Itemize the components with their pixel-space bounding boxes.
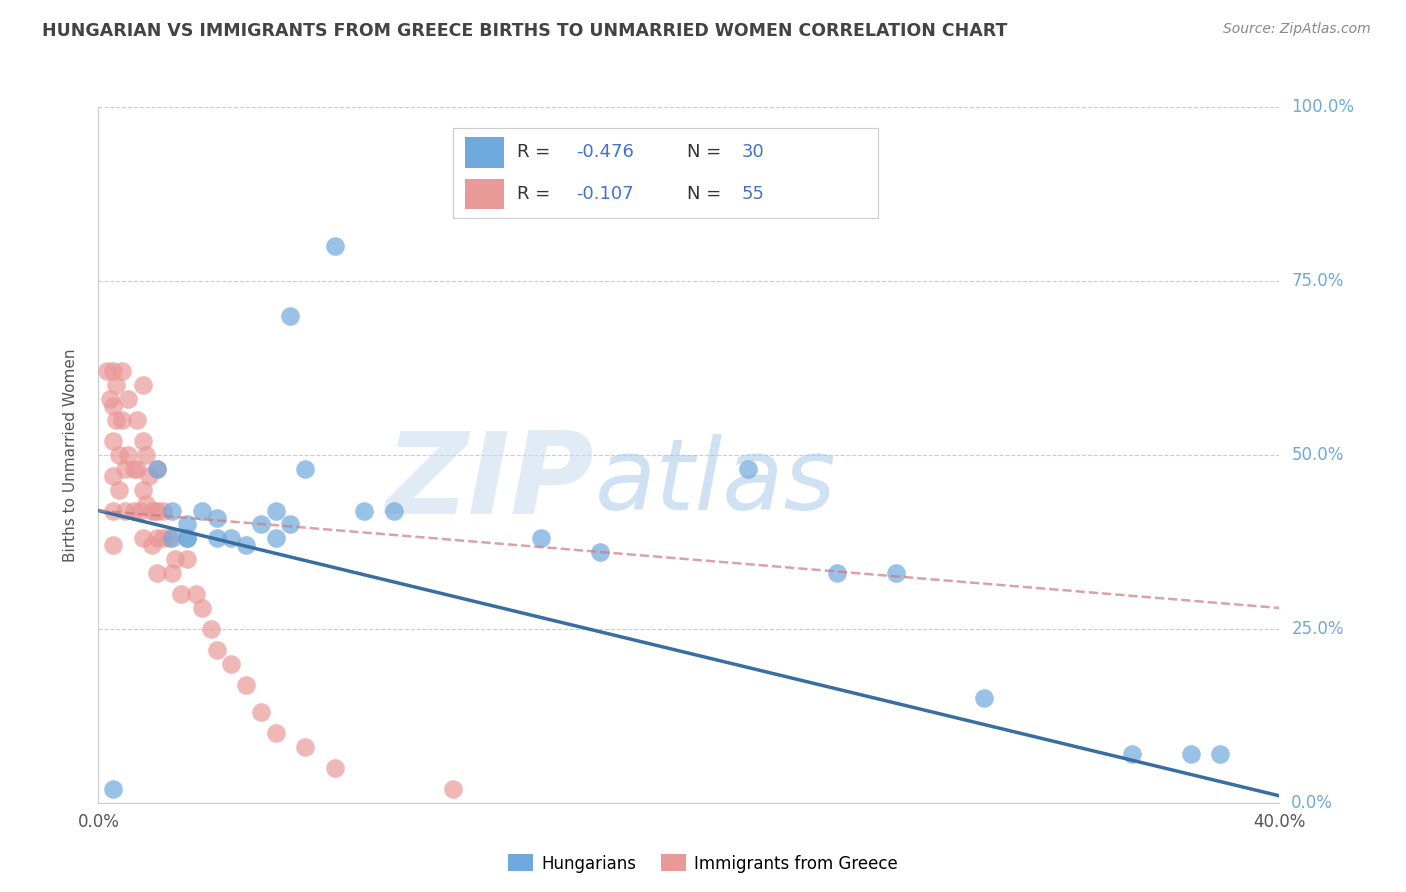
Point bbox=[111, 413, 134, 427]
Point bbox=[884, 566, 907, 581]
Point bbox=[200, 622, 222, 636]
Point bbox=[103, 503, 125, 517]
Point bbox=[157, 532, 180, 546]
Point bbox=[143, 503, 166, 517]
Point bbox=[294, 740, 316, 755]
Point bbox=[165, 552, 187, 566]
Point bbox=[146, 566, 169, 581]
Point bbox=[132, 483, 155, 497]
Point bbox=[141, 538, 163, 552]
Point bbox=[1180, 747, 1202, 761]
Point bbox=[589, 545, 612, 559]
Point bbox=[264, 726, 287, 740]
Point bbox=[323, 239, 346, 253]
Point bbox=[205, 532, 228, 546]
Point bbox=[353, 503, 375, 517]
Point bbox=[146, 503, 169, 517]
Text: atlas: atlas bbox=[595, 434, 837, 532]
Text: ZIP: ZIP bbox=[387, 427, 595, 538]
Point bbox=[184, 587, 207, 601]
Point bbox=[132, 378, 155, 392]
Text: 100.0%: 100.0% bbox=[1291, 98, 1354, 116]
Point bbox=[1209, 747, 1232, 761]
Point bbox=[122, 462, 145, 476]
Point bbox=[125, 462, 148, 476]
Point bbox=[98, 392, 121, 407]
Point bbox=[146, 462, 169, 476]
Point bbox=[176, 517, 198, 532]
Point bbox=[122, 503, 145, 517]
Legend: Hungarians, Immigrants from Greece: Hungarians, Immigrants from Greece bbox=[501, 847, 905, 880]
Text: HUNGARIAN VS IMMIGRANTS FROM GREECE BIRTHS TO UNMARRIED WOMEN CORRELATION CHART: HUNGARIAN VS IMMIGRANTS FROM GREECE BIRT… bbox=[42, 22, 1008, 40]
Point bbox=[264, 532, 287, 546]
Point bbox=[108, 448, 131, 462]
Point bbox=[235, 538, 257, 552]
Text: 50.0%: 50.0% bbox=[1291, 446, 1344, 464]
Text: 75.0%: 75.0% bbox=[1291, 272, 1344, 290]
Point bbox=[278, 309, 302, 323]
Point bbox=[191, 601, 214, 615]
Point bbox=[219, 657, 242, 671]
Point bbox=[250, 517, 273, 532]
Point bbox=[128, 503, 150, 517]
Point bbox=[138, 468, 160, 483]
Point bbox=[125, 413, 148, 427]
Point bbox=[278, 517, 302, 532]
Point bbox=[96, 364, 118, 378]
Text: 0.0%: 0.0% bbox=[1291, 794, 1333, 812]
Point bbox=[176, 532, 198, 546]
Point bbox=[152, 503, 174, 517]
Point bbox=[132, 434, 155, 448]
Point bbox=[294, 462, 316, 476]
Point bbox=[162, 503, 183, 517]
Point bbox=[114, 462, 136, 476]
Point bbox=[162, 566, 183, 581]
Point bbox=[205, 510, 228, 524]
Point bbox=[176, 552, 198, 566]
Point bbox=[250, 706, 273, 720]
Point bbox=[103, 434, 125, 448]
Point bbox=[103, 364, 125, 378]
Point bbox=[146, 532, 169, 546]
Point bbox=[170, 587, 193, 601]
Point bbox=[382, 503, 405, 517]
Point bbox=[737, 462, 759, 476]
Point bbox=[191, 503, 214, 517]
Point bbox=[135, 448, 157, 462]
Point bbox=[105, 413, 128, 427]
Point bbox=[1121, 747, 1143, 761]
Point bbox=[219, 532, 242, 546]
Point bbox=[108, 483, 131, 497]
Point bbox=[264, 503, 287, 517]
Point bbox=[111, 364, 134, 378]
Point bbox=[323, 761, 346, 775]
Point bbox=[103, 538, 125, 552]
Point bbox=[135, 497, 157, 511]
Point bbox=[103, 781, 125, 796]
Y-axis label: Births to Unmarried Women: Births to Unmarried Women bbox=[63, 348, 77, 562]
Point bbox=[105, 378, 128, 392]
Point bbox=[162, 532, 183, 546]
Point bbox=[117, 392, 139, 407]
Point bbox=[825, 566, 848, 581]
Point bbox=[205, 642, 228, 657]
Point bbox=[103, 468, 125, 483]
Text: Source: ZipAtlas.com: Source: ZipAtlas.com bbox=[1223, 22, 1371, 37]
Point bbox=[152, 532, 174, 546]
Point bbox=[146, 462, 169, 476]
Point bbox=[132, 532, 155, 546]
Point bbox=[117, 448, 139, 462]
Point bbox=[103, 399, 125, 413]
Point bbox=[441, 781, 464, 796]
Point bbox=[141, 503, 163, 517]
Text: 25.0%: 25.0% bbox=[1291, 620, 1344, 638]
Point bbox=[973, 691, 995, 706]
Point bbox=[530, 532, 553, 546]
Point bbox=[176, 532, 198, 546]
Point bbox=[114, 503, 136, 517]
Point bbox=[235, 677, 257, 691]
